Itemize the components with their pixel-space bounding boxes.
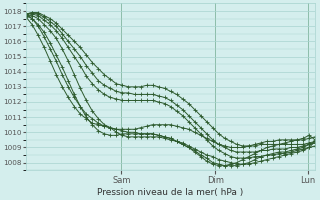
X-axis label: Pression niveau de la mer( hPa ): Pression niveau de la mer( hPa )	[98, 188, 244, 197]
